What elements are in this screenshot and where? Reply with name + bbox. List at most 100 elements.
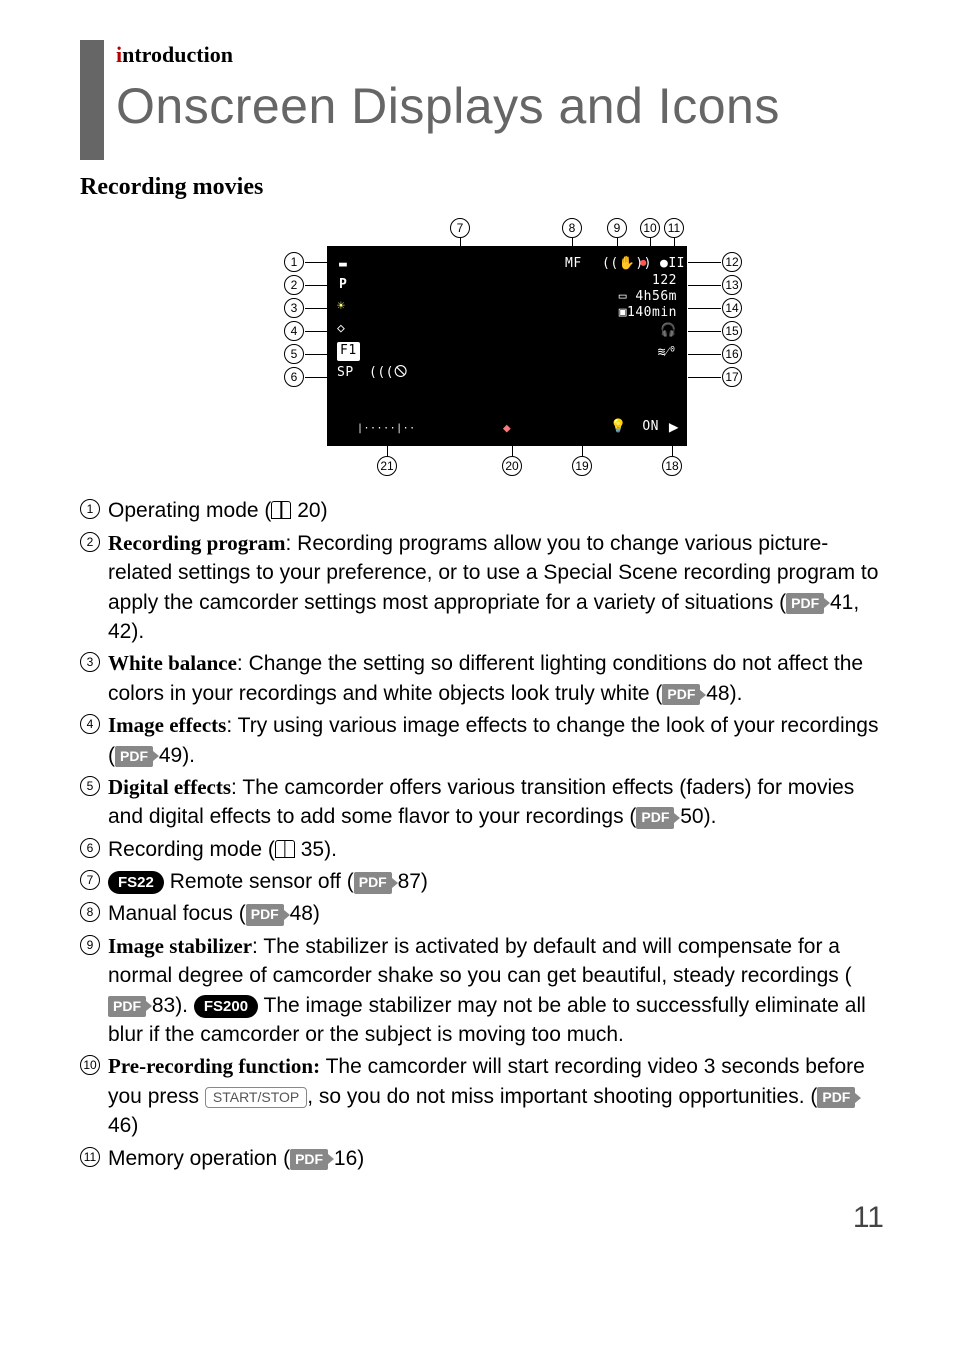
lcd-duration: ▣140min <box>619 304 677 322</box>
pdf-ref-icon: PDF <box>354 872 392 894</box>
list-item: 5 Digital effects: The camcorder offers v… <box>80 773 884 832</box>
feature-list: 1 Operating mode ( 20) 2 Recording program:… <box>80 496 884 1173</box>
list-marker: 3 <box>80 652 100 672</box>
remote-icon: (((🛇 <box>369 364 408 382</box>
list-body: Pre-recording function: The camcorder wi… <box>108 1052 884 1140</box>
list-body: Recording mode ( 35). <box>108 835 884 864</box>
headphone-icon: 🎧 <box>660 322 677 340</box>
run-in-heading: Pre-recording function: <box>108 1054 320 1078</box>
list-marker: 7 <box>80 870 100 890</box>
diagram-container: 7 8 9 10 11 1 2 3 4 5 6 12 13 14 15 16 1… <box>80 218 884 478</box>
list-marker: 6 <box>80 838 100 858</box>
list-body: Recording program: Recording programs al… <box>108 529 884 647</box>
list-item: 1 Operating mode ( 20) <box>80 496 884 525</box>
center-marker: ◆ <box>503 420 511 438</box>
callout-13: 13 <box>722 275 742 295</box>
lcd-diagram: 7 8 9 10 11 1 2 3 4 5 6 12 13 14 15 16 1… <box>202 218 762 478</box>
run-in-heading: White balance <box>108 651 237 675</box>
page-title: Onscreen Displays and Icons <box>116 71 884 141</box>
header-label: introduction <box>116 40 884 71</box>
pdf-ref-icon: PDF <box>115 746 153 768</box>
list-item: 6 Recording mode ( 35). <box>80 835 884 864</box>
pause-icon: ●II <box>660 255 685 273</box>
header-rest: ntroduction <box>122 42 233 67</box>
list-item: 10 Pre-recording function: The camcorder … <box>80 1052 884 1140</box>
list-marker: 5 <box>80 776 100 796</box>
pdf-ref-icon: PDF <box>290 1149 328 1171</box>
callout-14: 14 <box>722 298 742 318</box>
manual-ref-icon <box>275 840 295 858</box>
list-item: 11 Memory operation (PDF 16) <box>80 1144 884 1173</box>
list-body: Image effects: Try using various image e… <box>108 711 884 770</box>
list-item: 2 Recording program: Recording programs a… <box>80 529 884 647</box>
list-body: Digital effects: The camcorder offers va… <box>108 773 884 832</box>
pdf-ref-icon: PDF <box>662 684 700 706</box>
list-item: 3White balance: Change the setting so di… <box>80 649 884 708</box>
pdf-ref-icon: PDF <box>786 593 824 615</box>
run-in-heading: Digital effects <box>108 775 231 799</box>
list-marker: 1 <box>80 499 100 519</box>
lcd-f1: F1 <box>337 342 360 360</box>
callout-19: 19 <box>572 456 592 476</box>
list-item: 4 Image effects: Try using various image … <box>80 711 884 770</box>
pdf-ref-icon: PDF <box>817 1087 855 1109</box>
wind-icon: ≋⁄⁰ <box>658 344 677 362</box>
key-badge: START/STOP <box>205 1087 307 1109</box>
play-marker: ▶ <box>669 416 679 438</box>
fs-badge: FS200 <box>194 995 258 1018</box>
list-item: 7 FS22 Remote sensor off (PDF 87) <box>80 867 884 896</box>
header-accent-bar <box>80 40 104 160</box>
leader-line <box>688 285 721 286</box>
leader-line <box>688 308 721 309</box>
list-marker: 11 <box>80 1147 100 1167</box>
fs-badge: FS22 <box>108 871 164 894</box>
callout-4: 4 <box>284 321 304 341</box>
run-in-heading: Image effects <box>108 713 226 737</box>
leader-line <box>688 354 721 355</box>
list-body: Manual focus (PDF 48) <box>108 899 884 928</box>
callout-12: 12 <box>722 252 742 272</box>
run-in-heading: Image stabilizer <box>108 934 252 958</box>
lcd-mf: MF <box>565 255 582 273</box>
list-body: Operating mode ( 20) <box>108 496 884 525</box>
list-item: 9 Image stabilizer: The stabilizer is act… <box>80 932 884 1050</box>
prerec-icon: ⏺ <box>640 255 647 273</box>
section-heading: Recording movies <box>80 171 884 205</box>
list-marker: 2 <box>80 532 100 552</box>
callout-17: 17 <box>722 367 742 387</box>
list-marker: 4 <box>80 714 100 734</box>
list-marker: 10 <box>80 1055 100 1075</box>
callout-3: 3 <box>284 298 304 318</box>
list-body: Image stabilizer: The stabilizer is acti… <box>108 932 884 1050</box>
callout-8: 8 <box>562 218 582 238</box>
effect-icon: ◇ <box>337 320 345 338</box>
pdf-ref-icon: PDF <box>246 904 284 926</box>
leader-line <box>688 377 721 378</box>
callout-2: 2 <box>284 275 304 295</box>
leader-line <box>688 331 721 332</box>
callout-6: 6 <box>284 367 304 387</box>
callout-7: 7 <box>450 218 470 238</box>
list-marker: 9 <box>80 935 100 955</box>
page-number: 11 <box>80 1197 884 1239</box>
list-body: FS22 Remote sensor off (PDF 87) <box>108 867 884 896</box>
manual-ref-icon <box>271 501 291 519</box>
callout-5: 5 <box>284 344 304 364</box>
lcd-p: P <box>339 276 347 294</box>
callout-9: 9 <box>607 218 627 238</box>
callout-1: 1 <box>284 252 304 272</box>
lcd-sp: SP <box>337 364 354 382</box>
callout-15: 15 <box>722 321 742 341</box>
run-in-heading: Recording program <box>108 531 286 555</box>
pdf-ref-icon: PDF <box>108 996 146 1018</box>
pdf-ref-icon: PDF <box>636 807 674 829</box>
list-body: Memory operation (PDF 16) <box>108 1144 884 1173</box>
callout-18: 18 <box>662 456 682 476</box>
rec-icon: ▬ <box>339 256 347 274</box>
leader-line <box>688 262 721 263</box>
list-item: 8Manual focus (PDF 48) <box>80 899 884 928</box>
callout-10: 10 <box>640 218 660 238</box>
callout-16: 16 <box>722 344 742 364</box>
callout-21: 21 <box>377 456 397 476</box>
lcd-screen: ▬ P ☀ ◇ F1 SP (((🛇 MF ((✋)) ⏺ ●II 122 ▭ … <box>327 246 687 446</box>
